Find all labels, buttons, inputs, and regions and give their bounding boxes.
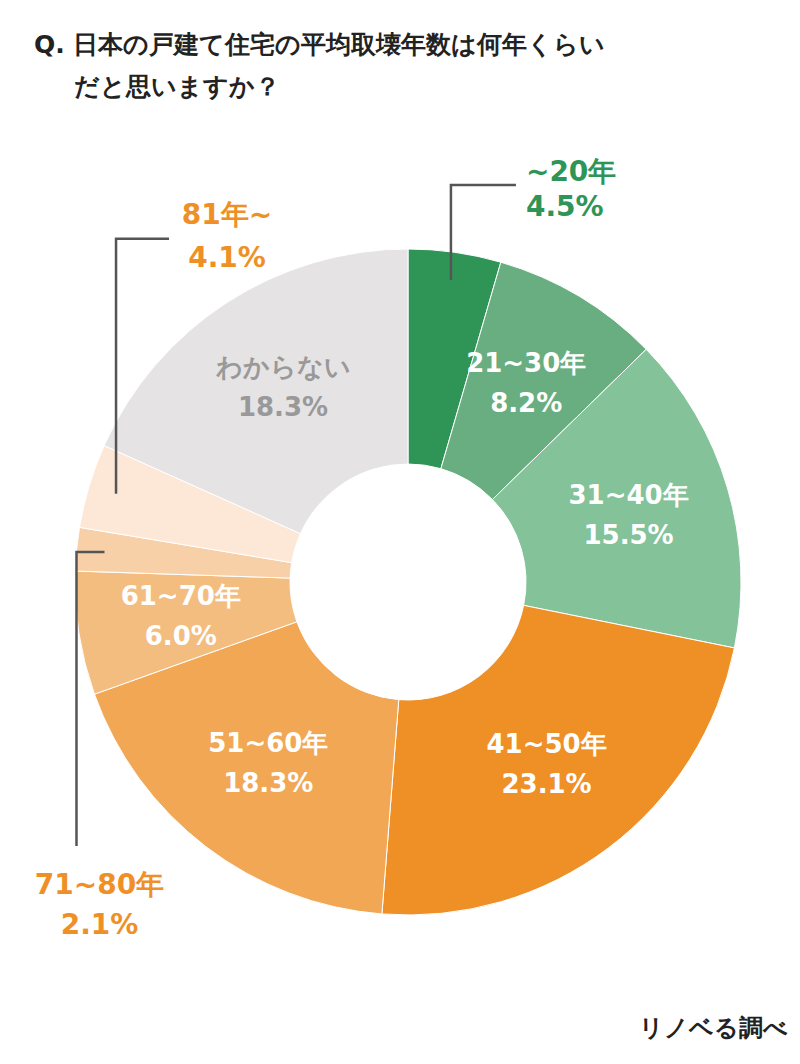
svg-text:6.0%: 6.0%	[145, 621, 217, 651]
svg-text:わからない: わからない	[215, 352, 351, 382]
svg-text:81年~: 81年~	[182, 198, 272, 231]
svg-text:8.2%: 8.2%	[490, 388, 562, 418]
svg-text:4.5%: 4.5%	[526, 190, 604, 223]
svg-text:~20年: ~20年	[526, 155, 616, 188]
html-text:Q. 日本の戸建て住宅の平均取壊年数は何年くらい だと思いま: Q. 日本の戸建て住宅の平均取壊年数は何年くらい だと思いますか？	[34, 30, 606, 101]
svg-text:71~80年: 71~80年	[35, 868, 164, 901]
svg-text:18.3%: 18.3%	[223, 768, 313, 798]
svg-text:18.3%: 18.3%	[238, 392, 328, 422]
svg-text:15.5%: 15.5%	[583, 520, 673, 550]
svg-text:61~70年: 61~70年	[121, 581, 241, 611]
svg-text:2.1%: 2.1%	[61, 908, 139, 941]
svg-text:31~40年: 31~40年	[569, 480, 689, 510]
svg-text:51~60年: 51~60年	[208, 728, 328, 758]
svg-text:21~30年: 21~30年	[466, 348, 586, 378]
svg-text:4.1%: 4.1%	[188, 241, 266, 274]
svg-text:23.1%: 23.1%	[501, 769, 591, 799]
html-text:リノベる調べ: リノベる調べ	[639, 1014, 788, 1042]
svg-text:41~50年: 41~50年	[486, 729, 606, 759]
